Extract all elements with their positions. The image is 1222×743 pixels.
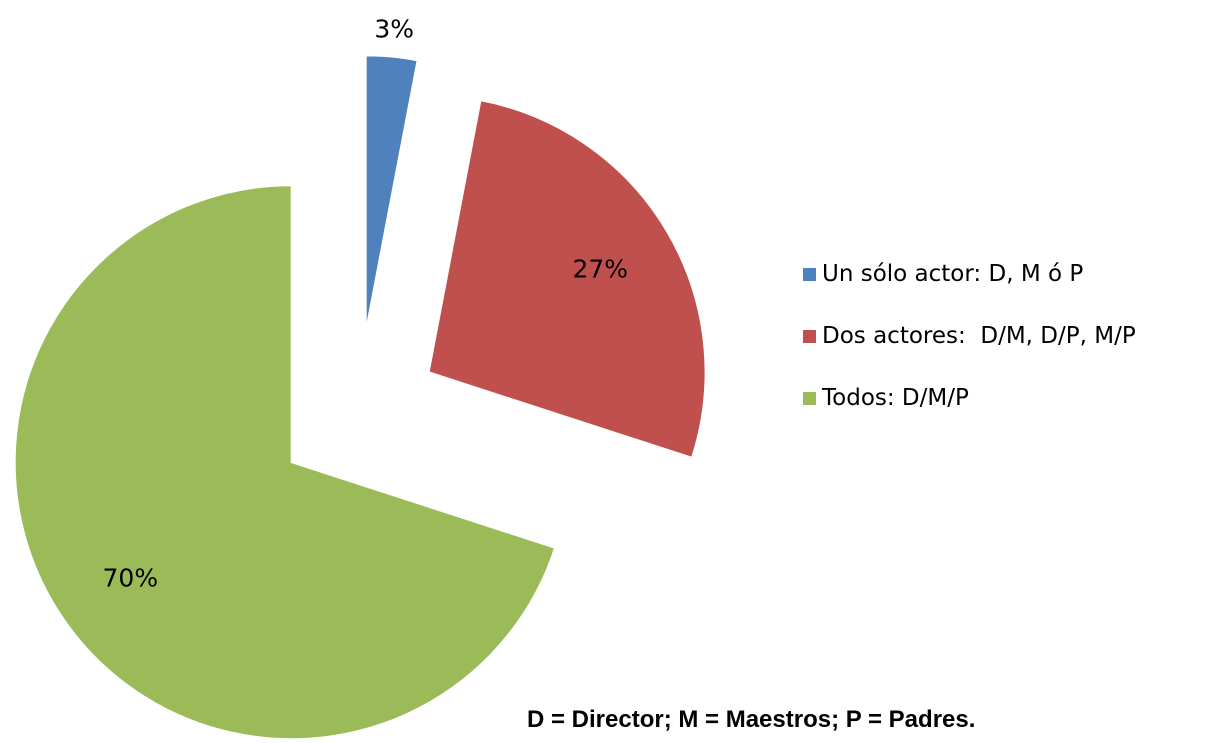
- legend: Un sólo actor: D, M ó P Dos actores: D/M,…: [800, 258, 1220, 444]
- data-label: 27%: [572, 255, 628, 284]
- pie-slice: [364, 54, 419, 333]
- legend-swatch: [803, 268, 816, 281]
- legend-label: Dos actores: D/M, D/P, M/P: [822, 323, 1136, 349]
- legend-swatch: [803, 330, 816, 343]
- legend-item: Todos: D/M/P: [800, 382, 1220, 414]
- legend-label: Todos: D/M/P: [822, 385, 969, 411]
- data-label: 70%: [103, 563, 159, 592]
- legend-label: Un sólo actor: D, M ó P: [822, 261, 1084, 287]
- legend-swatch: [803, 392, 816, 405]
- legend-item: Dos actores: D/M, D/P, M/P: [800, 320, 1220, 352]
- data-label: 3%: [374, 15, 414, 44]
- pie-slice: [427, 98, 707, 460]
- annotation: D = Director; M = Maestros; P = Padres.: [527, 706, 976, 733]
- pie-slice: [13, 184, 557, 741]
- legend-item: Un sólo actor: D, M ó P: [800, 258, 1220, 290]
